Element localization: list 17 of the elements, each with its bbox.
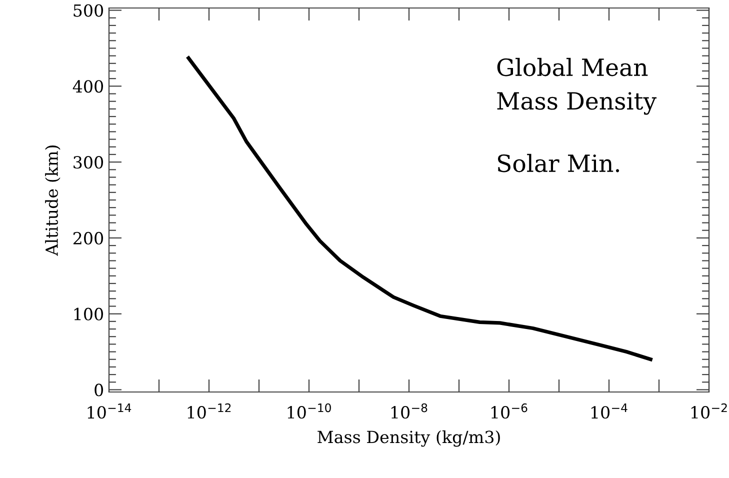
y-tick-label: 500: [74, 4, 104, 17]
x-tick-label: 10$^{−10}$: [288, 403, 331, 419]
y-tick-label: 100: [74, 308, 104, 320]
y-axis-title: Altitude (km): [45, 146, 60, 256]
x-tick-label: 10$^{−4}$: [591, 404, 628, 419]
x-tick-label: 10$^{−2}$: [691, 403, 727, 419]
x-tick-label: 10$^{−12}$: [188, 403, 231, 419]
y-tick-label: 400: [72, 80, 104, 93]
y-tick-label: 200: [73, 232, 104, 245]
x-axis-title: Mass Density (kg/m3): [318, 430, 500, 447]
y-tick-label: 300: [74, 156, 104, 169]
annotation: Solar Min.: [498, 154, 620, 172]
x-tick-label: 10$^{−14}$: [88, 404, 132, 419]
y-tick-label: 0: [94, 384, 104, 396]
x-tick-label: 10$^{−8}$: [391, 403, 428, 419]
x-tick-label: 10$^{−6}$: [491, 403, 528, 419]
annotation: Global Mean Mass Density: [497, 58, 657, 115]
